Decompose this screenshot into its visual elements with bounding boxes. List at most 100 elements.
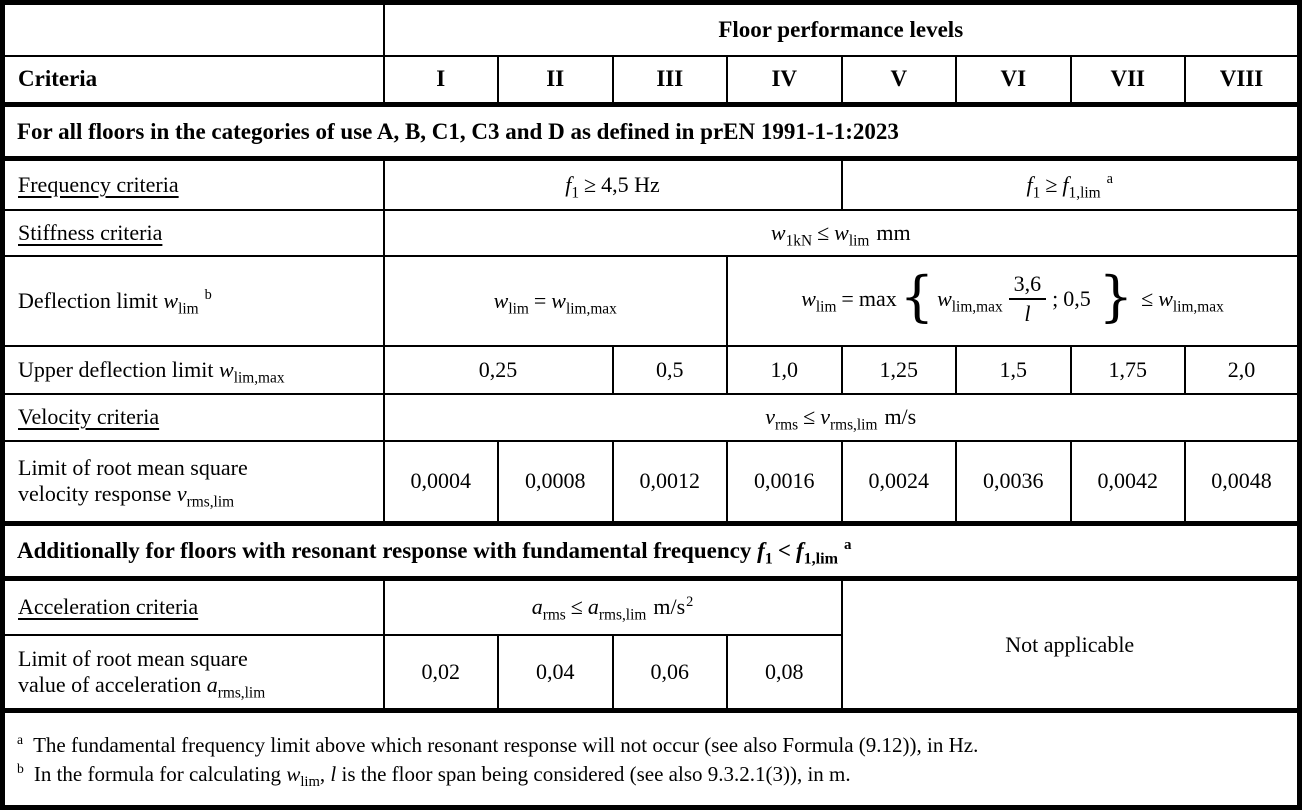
value: 1,75: [1108, 356, 1148, 382]
footnote-b-text: In the formula for calculating: [33, 761, 287, 786]
cell-level-I: I: [382, 54, 499, 106]
cell-upper-deflection-label: Upper deflection limit wlim,max: [1, 344, 385, 395]
cell-level-VII: VII: [1069, 54, 1186, 106]
formula-op: ≤: [570, 594, 583, 620]
footnote-marker-a: a: [844, 537, 852, 554]
cell-level-IV: IV: [726, 54, 843, 106]
formula-var: w: [163, 287, 179, 313]
footnote-b-marker: b: [17, 760, 24, 776]
formula-var: w: [1158, 285, 1173, 311]
criteria-header-label: Criteria: [18, 66, 98, 92]
cell-deflection-simple-formula: wlim = wlim,max: [382, 254, 728, 347]
formula-var: a: [531, 594, 543, 620]
formula-sub: 1,lim: [1068, 184, 1101, 202]
deflection-limit-label: Deflection limit: [18, 287, 164, 313]
formula-var: v: [820, 404, 830, 429]
cell-frequency-criteria-label: Frequency criteria: [1, 157, 385, 211]
cell-vrms-II: 0,0008: [497, 439, 614, 525]
cell-performance-levels-title: Floor performance levels: [382, 1, 1301, 57]
level-label: IV: [771, 66, 798, 92]
cell-vrms-IV: 0,0016: [726, 439, 843, 525]
stiffness-criteria-label: Stiffness criteria: [18, 219, 163, 245]
row-upper-deflection-limit: Upper deflection limit wlim,max 0,25 0,5…: [1, 344, 1301, 395]
formula-sub: lim: [815, 297, 837, 315]
formula-sub: rms,lim: [598, 606, 647, 624]
upper-deflection-label: Upper deflection limit: [18, 356, 219, 382]
value: 0,0008: [525, 468, 586, 494]
formula-sub: 1kN: [785, 231, 813, 249]
formula-var: w: [801, 285, 816, 311]
row-deflection-limit: Deflection limit wlimb wlim = wlim,max wli…: [1, 254, 1301, 347]
formula-op: ≥: [1045, 171, 1058, 197]
row-acceleration-criteria: Acceleration criteria arms ≤ arms,lim m/s2 …: [1, 577, 1301, 712]
formula-sub: lim: [178, 299, 199, 317]
acceleration-criteria-label: Acceleration criteria: [18, 594, 199, 620]
formula-var: w: [286, 761, 301, 786]
cell-wlim-VI: 1,5: [955, 344, 1072, 395]
footnote-b-text3: is the floor span being considered (see …: [336, 761, 851, 786]
footnote-b: b In the formula for calculating wlim, l …: [17, 760, 1287, 790]
cell-acceleration-limit-label: Limit of root mean square value of accel…: [1, 633, 385, 712]
cell-stiffness-formula: w1kN ≤ wlim mm: [382, 208, 1301, 257]
cell-stiffness-criteria-label: Stiffness criteria: [1, 208, 385, 257]
section-resonant-text: Additionally for floors with resonant re…: [17, 538, 758, 563]
cell-acceleration-formula: arms ≤ arms,lim m/s2: [382, 577, 843, 636]
row-section-all-floors: For all floors in the categories of use …: [1, 102, 1301, 161]
row-velocity-criteria: Velocity criteria vrms ≤ vrms,lim m/s: [1, 392, 1301, 442]
cell-velocity-criteria-label: Velocity criteria: [1, 392, 385, 442]
cell-level-III: III: [611, 54, 728, 106]
formula-sub: lim,max: [951, 297, 1003, 315]
row-velocity-limits: Limit of root mean square velocity respo…: [1, 439, 1301, 525]
cell-vrms-VI: 0,0036: [955, 439, 1072, 525]
value: 1,25: [879, 356, 919, 382]
formula-var: l: [330, 761, 337, 786]
cell-vrms-VII: 0,0042: [1069, 439, 1186, 525]
cell-section-resonant: Additionally for floors with resonant re…: [1, 521, 1301, 581]
formula-alt-value: 0,5: [1063, 285, 1091, 311]
cell-wlim-VIII: 2,0: [1184, 344, 1301, 395]
formula-var: a: [587, 594, 599, 620]
cell-acceleration-criteria-label: Acceleration criteria: [1, 577, 385, 636]
level-label: VII: [1110, 66, 1145, 92]
formula-op: ≤: [1141, 285, 1154, 311]
cell-deflection-max-formula: wlim = max{wlim,max 3,6 l; 0,5} ≤ wlim,max: [726, 254, 1301, 347]
value: 1,5: [999, 356, 1028, 382]
formula-sub: lim: [300, 773, 320, 790]
fraction-denominator: l: [1024, 300, 1031, 326]
formula-op: =: [841, 285, 854, 311]
formula-var: f: [795, 538, 804, 563]
formula-sub: rms,lim: [217, 684, 266, 702]
cell-deflection-limit-label: Deflection limit wlimb: [1, 254, 385, 347]
value: 0,0042: [1097, 468, 1159, 494]
formula-var: w: [770, 219, 786, 245]
acceleration-limit-label-line1: Limit of root mean square: [18, 645, 248, 671]
performance-levels-title: Floor performance levels: [718, 16, 964, 42]
cell-wlim-I-II: 0,25: [382, 344, 614, 395]
cell-not-applicable: Not applicable: [840, 577, 1301, 712]
value: 0,5: [656, 356, 684, 382]
formula-op: =: [533, 287, 547, 313]
section-all-floors-text: For all floors in the categories of use …: [17, 118, 899, 144]
footnote-a-text: The fundamental frequency limit above wh…: [33, 732, 979, 757]
formula-var: f: [1062, 171, 1069, 197]
formula-sub: lim,max: [233, 368, 285, 386]
value: 0,08: [765, 658, 804, 684]
level-label: VIII: [1219, 66, 1264, 92]
velocity-limit-label-line2: velocity response: [18, 481, 177, 507]
velocity-limit-label-line1: Limit of root mean square: [18, 455, 248, 481]
cell-vrms-III: 0,0012: [611, 439, 728, 525]
formula-op: ≤: [817, 219, 830, 245]
value: 0,02: [421, 658, 461, 684]
formula-var: f: [565, 171, 572, 197]
formula-var: w: [551, 287, 566, 313]
acceleration-limit-label-line2: value of acceleration: [18, 671, 207, 697]
cell-arms-I: 0,02: [382, 633, 499, 712]
formula-var: w: [493, 287, 509, 313]
cell-level-VIII: VIII: [1184, 54, 1301, 106]
formula-var: f: [1026, 171, 1033, 197]
formula-op: ≤: [803, 404, 816, 429]
formula-var: v: [765, 404, 776, 429]
fraction: 3,6 l: [1008, 271, 1047, 327]
level-label: I: [436, 66, 446, 92]
